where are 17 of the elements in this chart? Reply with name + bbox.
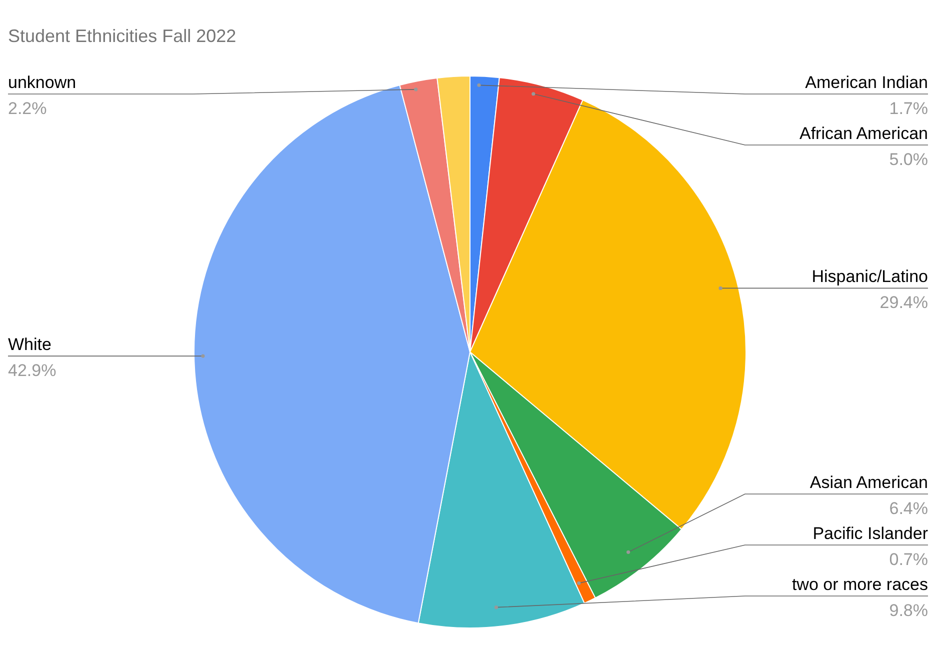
slice-label: Pacific Islander bbox=[812, 524, 928, 543]
data-label: 1.7% bbox=[889, 99, 928, 118]
data-label: 0.7% bbox=[889, 550, 928, 569]
slice-label: unknown bbox=[8, 73, 76, 92]
chart-title: Student Ethnicities Fall 2022 bbox=[8, 26, 236, 47]
slice-label: White bbox=[8, 335, 52, 354]
data-label: 29.4% bbox=[880, 293, 928, 312]
data-label: 6.4% bbox=[889, 499, 928, 518]
data-label: 42.9% bbox=[8, 361, 56, 380]
slice-label: American Indian bbox=[805, 73, 928, 92]
data-label: 2.2% bbox=[8, 99, 47, 118]
data-label: 5.0% bbox=[889, 150, 928, 169]
slice-label: African American bbox=[800, 124, 928, 143]
slice-label: two or more races bbox=[792, 575, 928, 594]
data-label: 9.8% bbox=[889, 601, 928, 620]
slice-label: Hispanic/Latino bbox=[812, 267, 928, 286]
slice-label: Asian American bbox=[810, 473, 928, 492]
